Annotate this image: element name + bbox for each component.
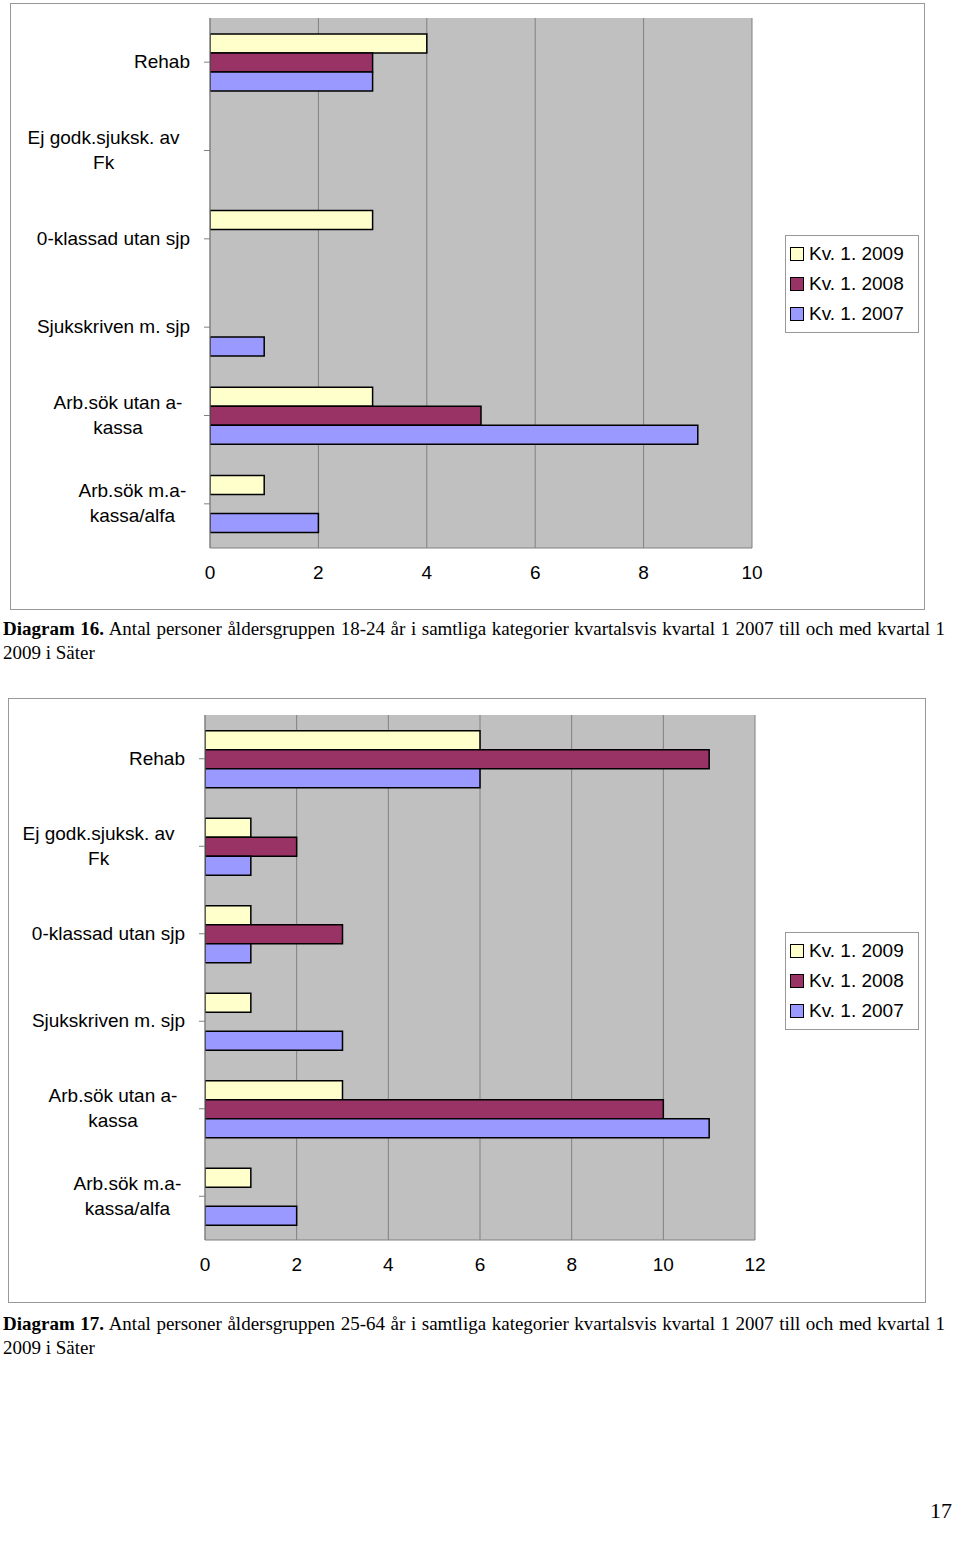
svg-text:Sjukskriven m. sjp: Sjukskriven m. sjp [32,1010,185,1031]
svg-text:6: 6 [475,1254,486,1275]
svg-text:8: 8 [566,1254,577,1275]
html-text:Kv. 1. 2009: Kv. 1. 2009 [809,940,904,961]
html-text:Kv. 1. 2007: Kv. 1. 2007 [809,1000,904,1021]
html-text:Kv. 1. 2008: Kv. 1. 2008 [809,970,904,991]
svg-text:0-klassad utan sjp: 0-klassad utan sjp [32,923,185,944]
svg-text:4: 4 [383,1254,394,1275]
svg-text:10: 10 [653,1254,674,1275]
html-text:Diagram 16. Antal personer åld: Diagram 16. Antal personer åldersgruppen… [3,618,945,663]
svg-text:Arb.sök utan a-kassa: Arb.sök utan a-kassa [54,392,183,438]
svg-text:6: 6 [530,562,541,583]
svg-text:0: 0 [205,562,216,583]
html-text:Diagram 17. Antal personer åld: Diagram 17. Antal personer åldersgruppen… [3,1313,945,1358]
html-text:Kv. 1. 2008: Kv. 1. 2008 [809,273,904,294]
html-text:Kv. 1. 2009: Kv. 1. 2009 [809,243,904,264]
svg-text:2: 2 [291,1254,302,1275]
svg-text:Arb.sök m.a-kassa/alfa: Arb.sök m.a-kassa/alfa [79,480,187,526]
svg-text:0-klassad utan sjp: 0-klassad utan sjp [37,228,190,249]
svg-text:Rehab: Rehab [134,51,190,72]
svg-text:Sjukskriven m. sjp: Sjukskriven m. sjp [37,316,190,337]
svg-text:8: 8 [638,562,649,583]
svg-text:Ej godk.sjuksk. avFk: Ej godk.sjuksk. avFk [28,127,181,173]
svg-text:4: 4 [422,562,433,583]
html-text:Kv. 1. 2007: Kv. 1. 2007 [809,303,904,324]
svg-text:Arb.sök m.a-kassa/alfa: Arb.sök m.a-kassa/alfa [74,1173,182,1219]
svg-text:Arb.sök utan a-kassa: Arb.sök utan a-kassa [49,1085,178,1131]
html-text:17: 17 [930,1498,952,1523]
svg-text:12: 12 [744,1254,765,1275]
svg-text:Rehab: Rehab [129,748,185,769]
svg-text:Ej godk.sjuksk. avFk: Ej godk.sjuksk. avFk [23,823,176,869]
svg-text:0: 0 [200,1254,211,1275]
svg-text:2: 2 [313,562,324,583]
svg-text:10: 10 [741,562,762,583]
